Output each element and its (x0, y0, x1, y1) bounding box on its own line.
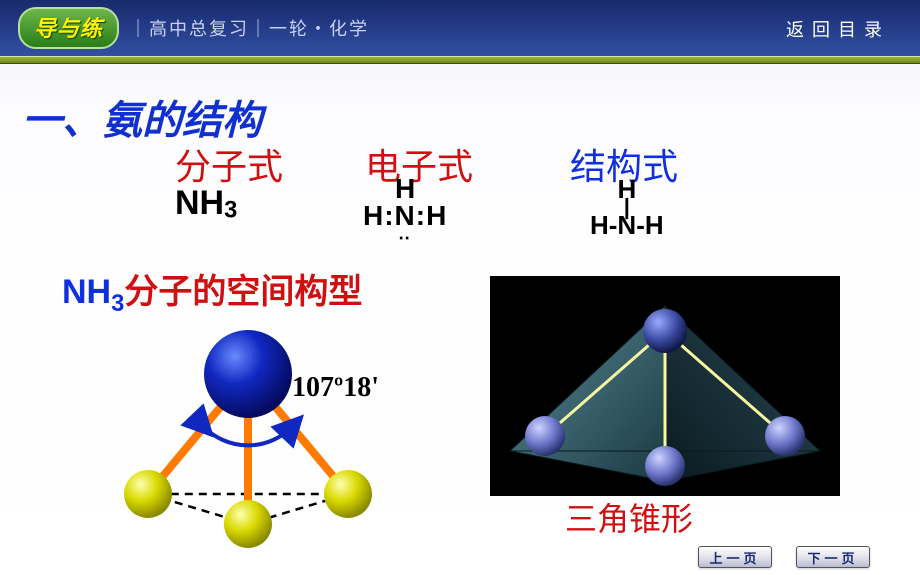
bond-angle-label: 107º18' (292, 372, 379, 404)
pyramid-face (665, 306, 820, 481)
top-bar: 导与练 ｜高中总复习｜一轮・化学 返回目录 (0, 0, 920, 56)
subtitle-rest: 分子的空间构型 (124, 273, 362, 311)
struct-bot: H-N-H (590, 210, 664, 240)
atom3d-h (765, 416, 805, 456)
return-to-toc-link[interactable]: 返回目录 (786, 16, 890, 42)
formula-molecular: NH3 (175, 184, 237, 225)
divider-bar (0, 56, 920, 64)
formula-electron: H H:N:H ‥ (363, 176, 447, 242)
electron-top: H (363, 176, 447, 203)
atom-n (204, 330, 292, 418)
prev-page-button[interactable]: 上一页 (698, 546, 772, 568)
pyramid-face (510, 306, 665, 481)
atom-h (124, 470, 172, 518)
nh3-label: NH3 (62, 273, 124, 311)
spatial-structure-title: NH3分子的空间构型 (62, 264, 362, 318)
brand-badge: 导与练 (18, 7, 119, 49)
colhead-molecular: 分子式 (175, 138, 283, 190)
formula-structural: H | H-N-H (590, 176, 664, 238)
molecule-3d-render (490, 276, 840, 496)
atom3d-n (643, 309, 687, 353)
slide-content: 一、氨的结构 分子式 电子式 结构式 NH3 H H:N:H ‥ H | H-N… (0, 64, 920, 539)
breadcrumb: ｜高中总复习｜一轮・化学 (129, 15, 369, 41)
footer-nav: 上一页 下一页 (0, 539, 920, 575)
next-page-button[interactable]: 下一页 (796, 546, 870, 568)
atom3d-h (645, 446, 685, 486)
atom3d-h (525, 416, 565, 456)
atom-h (324, 470, 372, 518)
molecule-2d-diagram (98, 314, 398, 554)
shape-name-label: 三角锥形 (565, 494, 693, 540)
